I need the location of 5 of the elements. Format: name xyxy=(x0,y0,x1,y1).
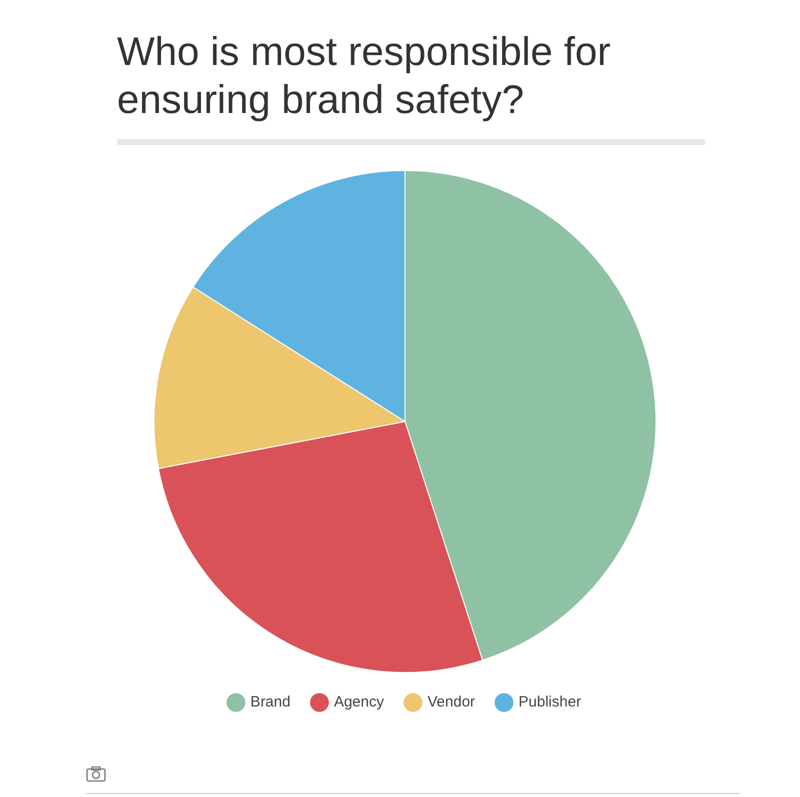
legend-label: Brand xyxy=(250,694,290,711)
legend-label: Agency xyxy=(334,694,384,711)
chart-title: Who is most responsible for ensuring brand safety? xyxy=(117,29,612,124)
legend-label: Publisher xyxy=(518,694,582,711)
legend-label: Vendor xyxy=(427,694,476,711)
